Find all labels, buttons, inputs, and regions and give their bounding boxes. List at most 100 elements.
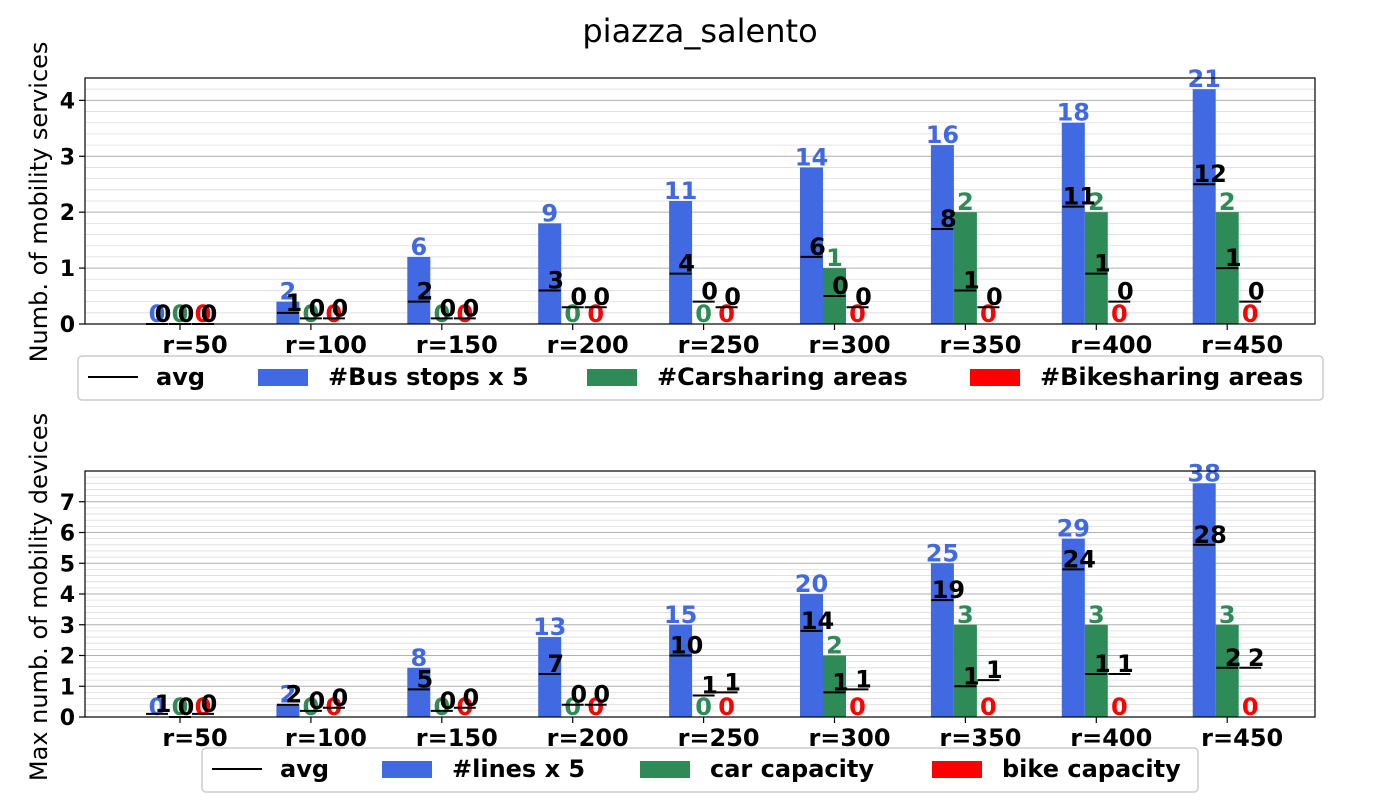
bar-bus bbox=[538, 637, 562, 717]
legend-bus-label: #Bus stops x 5 bbox=[328, 363, 529, 391]
x-tick-label: r=50 bbox=[162, 331, 227, 359]
bar-value-label: 18 bbox=[1057, 99, 1090, 127]
avg-value-label: 0 bbox=[570, 283, 587, 311]
plot-frame bbox=[84, 470, 1316, 718]
y-tick-label: 7 bbox=[60, 491, 75, 516]
bar-bus bbox=[930, 563, 954, 717]
avg-value-label: 0 bbox=[155, 300, 172, 328]
avg-value-label: 0 bbox=[332, 684, 349, 712]
avg-value-label: 10 bbox=[670, 632, 703, 660]
avg-value-label: 0 bbox=[462, 684, 479, 712]
bar-car bbox=[1215, 624, 1239, 717]
avg-value-label: 1 bbox=[724, 668, 741, 696]
bar-value-label: 25 bbox=[926, 539, 959, 567]
bar-value-label: 2 bbox=[1219, 188, 1236, 216]
devices-ylabel: Max numb. of mobility devices bbox=[25, 413, 53, 781]
bar-value-label: 16 bbox=[926, 121, 959, 149]
avg-value-label: 14 bbox=[801, 607, 834, 635]
avg-value-label: 24 bbox=[1063, 545, 1096, 573]
bar-value-label: 3 bbox=[1088, 601, 1105, 629]
avg-value-label: 0 bbox=[855, 283, 872, 311]
avg-value-label: 0 bbox=[701, 278, 718, 306]
x-tick-label: r=250 bbox=[678, 331, 760, 359]
avg-value-label: 0 bbox=[593, 681, 610, 709]
avg-value-label: 1 bbox=[1094, 250, 1111, 278]
bar-car bbox=[1084, 624, 1108, 717]
avg-value-label: 0 bbox=[832, 272, 849, 300]
y-tick-label: 1 bbox=[60, 257, 75, 282]
bar-value-label: 13 bbox=[533, 613, 566, 641]
bar-value-label: 2 bbox=[280, 278, 297, 306]
avg-value-label: 1 bbox=[155, 690, 172, 718]
x-tick-label: r=100 bbox=[285, 331, 367, 359]
bar-value-label: 0 bbox=[849, 693, 866, 721]
bar-value-label: 0 bbox=[587, 693, 604, 721]
services-ylabel: Numb. of mobility services bbox=[25, 42, 53, 363]
figure-title: piazza_salento bbox=[582, 12, 817, 50]
bar-value-label: 0 bbox=[695, 693, 712, 721]
avg-value-label: 1 bbox=[701, 671, 718, 699]
bar-value-label: 0 bbox=[456, 300, 473, 328]
avg-value-label: 3 bbox=[547, 266, 564, 294]
bar-value-label: 0 bbox=[695, 300, 712, 328]
bar-value-label: 0 bbox=[433, 693, 450, 721]
services-legend: avg #Bus stops x 5 #Carsharing areas #Bi… bbox=[77, 355, 1324, 401]
bar-value-label: 2 bbox=[280, 681, 297, 709]
bar-value-label: 11 bbox=[664, 177, 697, 205]
bar-value-label: 0 bbox=[326, 300, 343, 328]
legend-lines-label: #lines x 5 bbox=[452, 755, 585, 783]
y-tick-label: 2 bbox=[60, 201, 75, 226]
bar-car bbox=[953, 624, 977, 717]
avg-value-label: 0 bbox=[201, 300, 218, 328]
y-tick-label: 6 bbox=[60, 522, 75, 547]
bar-value-label: 0 bbox=[303, 693, 320, 721]
avg-value-label: 0 bbox=[593, 283, 610, 311]
bar-value-label: 0 bbox=[433, 300, 450, 328]
avg-value-label: 0 bbox=[1248, 278, 1265, 306]
avg-value-label: 0 bbox=[570, 681, 587, 709]
y-tick-label: 1 bbox=[60, 675, 75, 700]
bar-value-label: 2 bbox=[957, 188, 974, 216]
y-tick-label: 0 bbox=[60, 313, 75, 338]
legend-avg-label: avg bbox=[280, 755, 329, 783]
bar-value-label: 0 bbox=[1242, 300, 1259, 328]
devices-legend: avg #lines x 5 car capacity bike capacit… bbox=[201, 747, 1199, 793]
bar-value-label: 0 bbox=[718, 693, 735, 721]
bar-value-label: 0 bbox=[1111, 300, 1128, 328]
bar-bus bbox=[930, 145, 954, 324]
avg-value-label: 2 bbox=[286, 681, 303, 709]
y-tick-label: 5 bbox=[60, 552, 75, 577]
plot-frame bbox=[84, 77, 1316, 325]
avg-value-label: 1 bbox=[1225, 244, 1242, 272]
x-tick-label: r=450 bbox=[1201, 331, 1283, 359]
avg-value-label: 5 bbox=[416, 665, 433, 693]
bar-bus bbox=[800, 167, 823, 324]
avg-value-label: 12 bbox=[1193, 160, 1226, 188]
bar-value-label: 21 bbox=[1187, 65, 1220, 93]
bar-value-label: 3 bbox=[1219, 601, 1236, 629]
bar-bus bbox=[1192, 89, 1216, 324]
avg-value-label: 0 bbox=[309, 294, 326, 322]
avg-value-label: 0 bbox=[178, 300, 195, 328]
bar-value-label: 6 bbox=[410, 233, 427, 261]
avg-value-label: 0 bbox=[439, 294, 456, 322]
legend-bike-capacity-swatch bbox=[932, 761, 982, 778]
bar-car bbox=[1084, 212, 1108, 324]
legend-lines-swatch bbox=[382, 761, 432, 778]
bar-value-label: 0 bbox=[1111, 693, 1128, 721]
avg-value-label: 1 bbox=[963, 662, 980, 690]
bar-value-label: 0 bbox=[195, 300, 212, 328]
bar-value-label: 3 bbox=[957, 601, 974, 629]
bar-value-label: 2 bbox=[826, 632, 843, 660]
avg-value-label: 1 bbox=[1094, 650, 1111, 678]
bar-bus bbox=[669, 624, 693, 717]
x-tick-label: r=400 bbox=[1070, 331, 1152, 359]
avg-value-label: 8 bbox=[940, 205, 957, 233]
bar-bus bbox=[669, 201, 693, 324]
x-tick-label: r=450 bbox=[1201, 724, 1283, 752]
bar-value-label: 0 bbox=[172, 693, 189, 721]
avg-value-label: 1 bbox=[832, 668, 849, 696]
x-tick-label: r=300 bbox=[808, 331, 890, 359]
